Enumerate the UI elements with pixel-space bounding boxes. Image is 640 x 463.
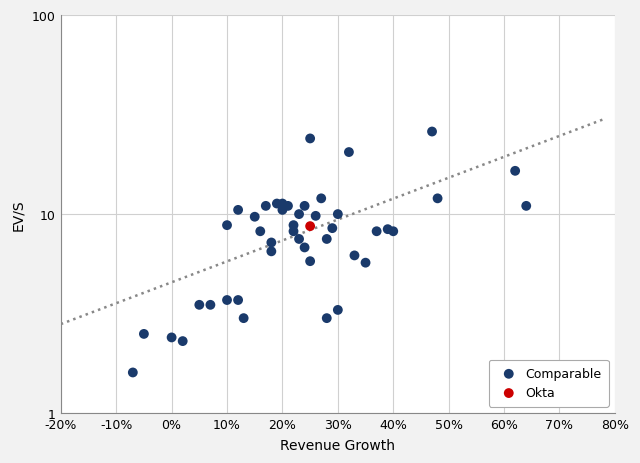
Comparable: [433, 195, 443, 203]
Comparable: [388, 228, 398, 236]
Comparable: [255, 228, 266, 236]
Comparable: [305, 136, 316, 143]
Comparable: [322, 236, 332, 243]
Comparable: [289, 222, 299, 229]
Comparable: [233, 297, 243, 304]
Comparable: [327, 225, 337, 232]
Comparable: [283, 203, 293, 210]
Comparable: [260, 203, 271, 210]
Comparable: [233, 206, 243, 214]
Comparable: [383, 226, 393, 233]
Comparable: [344, 149, 354, 156]
Comparable: [222, 297, 232, 304]
Comparable: [289, 228, 299, 236]
Comparable: [322, 315, 332, 322]
Comparable: [177, 338, 188, 345]
Comparable: [300, 244, 310, 251]
Comparable: [333, 307, 343, 314]
Comparable: [194, 301, 204, 309]
Comparable: [166, 334, 177, 341]
Legend: Comparable, Okta: Comparable, Okta: [489, 360, 609, 407]
Comparable: [360, 259, 371, 267]
Comparable: [139, 331, 149, 338]
Comparable: [300, 203, 310, 210]
Comparable: [277, 206, 287, 214]
Comparable: [222, 222, 232, 229]
Comparable: [250, 213, 260, 221]
X-axis label: Revenue Growth: Revenue Growth: [280, 438, 396, 452]
Comparable: [294, 211, 304, 219]
Comparable: [239, 315, 249, 322]
Comparable: [427, 129, 437, 136]
Comparable: [349, 252, 360, 260]
Comparable: [310, 213, 321, 220]
Comparable: [272, 200, 282, 208]
Comparable: [128, 369, 138, 376]
Comparable: [205, 301, 216, 309]
Comparable: [266, 248, 276, 256]
Comparable: [277, 200, 287, 208]
Comparable: [266, 239, 276, 247]
Comparable: [371, 228, 381, 236]
Comparable: [333, 211, 343, 219]
Comparable: [294, 236, 304, 243]
Comparable: [510, 168, 520, 175]
Comparable: [521, 203, 531, 210]
Y-axis label: EV/S: EV/S: [11, 199, 25, 231]
Okta: [305, 223, 316, 231]
Comparable: [316, 195, 326, 203]
Comparable: [305, 258, 316, 265]
